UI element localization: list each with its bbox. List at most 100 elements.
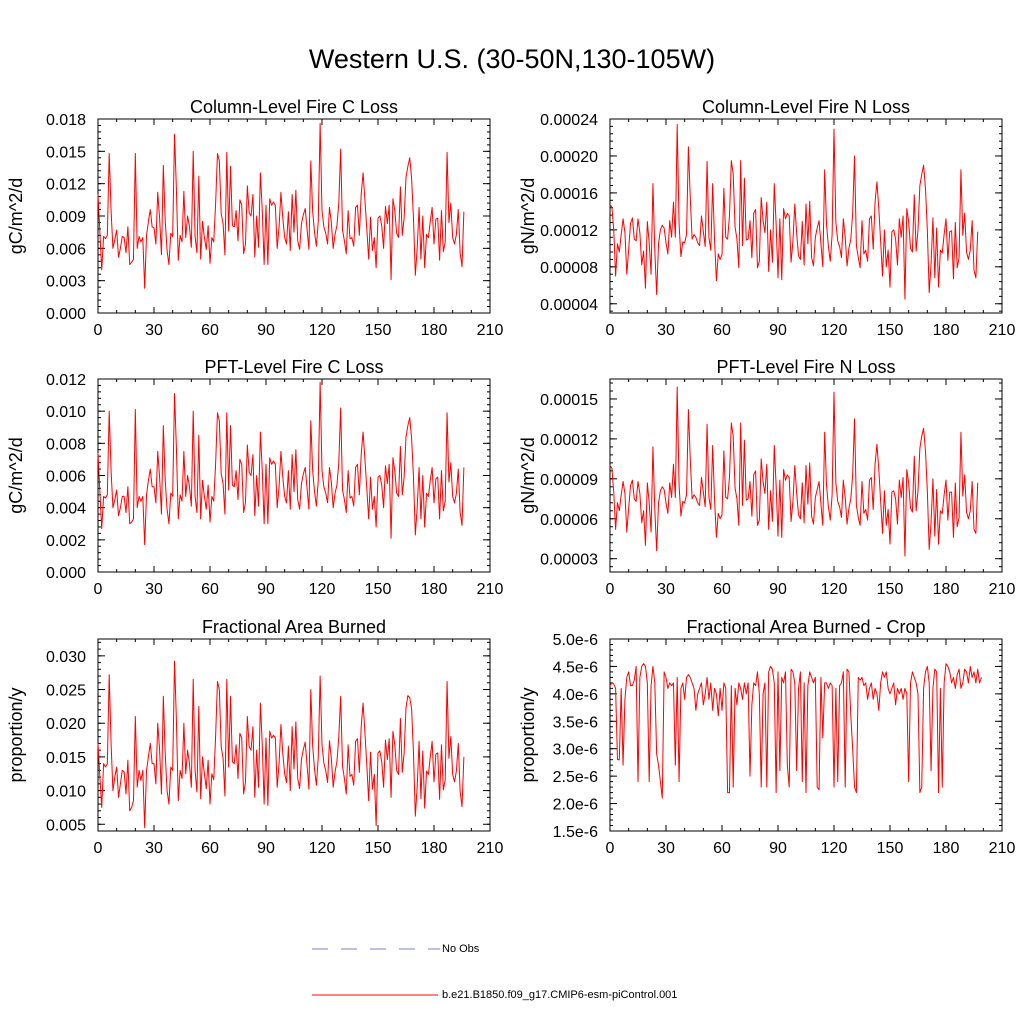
plots-canvas: Column-Level Fire C Loss gC/m^2/d 0 30 60 90 1… — [6, 97, 1016, 857]
y-tick-label: 0.004 — [46, 501, 86, 518]
chart-title: Column-Level Fire N Loss — [702, 97, 910, 117]
x-tick-label: 150 — [365, 840, 392, 857]
legend-obs: No Obs — [312, 943, 479, 955]
y-tick-label: 0.006 — [46, 241, 86, 258]
legend-model: b.e21.B1850.f09_g17.CMIP6-esm-piControl.… — [312, 989, 677, 1001]
x-tick-label: 60 — [201, 581, 219, 598]
x-tick-label: 60 — [713, 840, 731, 857]
y-tick-label: 0.002 — [46, 533, 86, 550]
x-tick-label: 0 — [94, 581, 103, 598]
y-tick-label: 4.5e-6 — [553, 659, 598, 676]
y-tick-label: 0.000 — [46, 565, 86, 582]
x-tick-label: 0 — [94, 322, 103, 339]
y-axis-label: gN/m^2/d — [518, 437, 538, 513]
y-tick-label: 0.00006 — [540, 512, 598, 529]
series-line-1 — [97, 381, 465, 546]
x-tick-label: 120 — [309, 840, 336, 857]
x-tick-label: 60 — [713, 581, 731, 598]
x-tick-label: 210 — [989, 322, 1016, 339]
x-tick-label: 120 — [309, 581, 336, 598]
y-tick-label: 0.00003 — [540, 552, 598, 569]
y-tick-label: 0.030 — [46, 649, 86, 666]
y-tick-label: 0.00009 — [540, 472, 598, 489]
y-tick-label: 1.5e-6 — [553, 824, 598, 841]
x-tick-label: 0 — [606, 840, 615, 857]
y-axis-label: proportion/y — [6, 687, 26, 782]
legend-model-label: b.e21.B1850.f09_g17.CMIP6-esm-piControl.… — [442, 989, 678, 1001]
chart-title: PFT-Level Fire C Loss — [204, 357, 383, 377]
x-tick-label: 180 — [421, 581, 448, 598]
y-axis-label: gN/m^2/d — [518, 178, 538, 254]
x-tick-label: 210 — [989, 581, 1016, 598]
y-tick-label: 0.012 — [46, 177, 86, 194]
x-tick-label: 0 — [606, 581, 615, 598]
y-tick-label: 0.008 — [46, 436, 86, 453]
series-line-1 — [97, 660, 465, 829]
legend-model-line — [312, 994, 438, 996]
page-title: Western U.S. (30-50N,130-105W) — [308, 44, 716, 74]
x-tick-label: 60 — [201, 322, 219, 339]
x-tick-label: 120 — [821, 581, 848, 598]
y-tick-label: 0.00004 — [540, 297, 598, 314]
y-tick-label: 0.00012 — [540, 432, 598, 449]
y-axis-label: gC/m^2/d — [6, 437, 26, 513]
chart-title: PFT-Level Fire N Loss — [716, 357, 895, 377]
chart-panel-6: Fractional Area Burned - Crop proportion/… — [518, 617, 1015, 857]
x-tick-label: 150 — [365, 322, 392, 339]
x-tick-label: 60 — [201, 840, 219, 857]
y-tick-label: 0.006 — [46, 469, 86, 486]
y-tick-label: 3.5e-6 — [553, 714, 598, 731]
x-tick-label: 210 — [477, 581, 504, 598]
legend-obs-label: No Obs — [442, 943, 480, 955]
y-tick-label: 0.00016 — [540, 186, 598, 203]
y-tick-label: 0.012 — [46, 372, 86, 389]
y-tick-label: 0.00024 — [540, 112, 598, 129]
chart-panel-5: Fractional Area Burned proportion/y 0 30 60 9… — [6, 617, 503, 857]
plot-frame — [97, 638, 491, 832]
plot-frame — [609, 118, 1003, 314]
x-tick-label: 150 — [877, 840, 904, 857]
x-tick-label: 30 — [657, 322, 675, 339]
x-tick-label: 210 — [989, 840, 1016, 857]
y-tick-label: 4.0e-6 — [553, 687, 598, 704]
series-line-1 — [97, 122, 465, 289]
x-tick-label: 30 — [145, 322, 163, 339]
x-tick-label: 90 — [769, 322, 787, 339]
x-tick-label: 150 — [365, 581, 392, 598]
chart-title: Fractional Area Burned - Crop — [686, 617, 925, 637]
y-tick-label: 0.00020 — [540, 149, 598, 166]
x-tick-label: 210 — [477, 840, 504, 857]
x-tick-label: 0 — [94, 840, 103, 857]
y-axis-label: proportion/y — [518, 687, 538, 782]
y-tick-label: 0.00008 — [540, 260, 598, 277]
legend-obs-line — [312, 948, 440, 950]
x-tick-label: 60 — [713, 322, 731, 339]
chart-title: Fractional Area Burned — [202, 617, 386, 637]
x-tick-label: 90 — [257, 581, 275, 598]
x-tick-label: 210 — [477, 322, 504, 339]
y-tick-label: 0.00012 — [540, 223, 598, 240]
x-tick-label: 30 — [657, 840, 675, 857]
y-tick-label: 0.010 — [46, 404, 86, 421]
x-tick-label: 150 — [877, 581, 904, 598]
y-tick-label: 0.005 — [46, 817, 86, 834]
x-tick-label: 30 — [145, 840, 163, 857]
plot-frame — [609, 638, 1003, 832]
series-line-1 — [609, 386, 979, 557]
plot-frame — [609, 378, 1003, 573]
series-line-1 — [609, 663, 982, 799]
x-tick-label: 90 — [769, 840, 787, 857]
y-tick-label: 0.015 — [46, 750, 86, 767]
y-tick-label: 5.0e-6 — [553, 632, 598, 649]
y-tick-label: 0.015 — [46, 144, 86, 161]
y-tick-label: 0.003 — [46, 274, 86, 291]
y-tick-label: 0.000 — [46, 306, 86, 323]
x-tick-label: 150 — [877, 322, 904, 339]
x-tick-label: 90 — [257, 322, 275, 339]
x-tick-label: 90 — [257, 840, 275, 857]
x-tick-label: 120 — [309, 322, 336, 339]
chart-panel-4: PFT-Level Fire N Loss gN/m^2/d 0 30 60 90 120 1… — [518, 357, 1015, 598]
x-tick-label: 90 — [769, 581, 787, 598]
x-tick-label: 30 — [657, 581, 675, 598]
y-tick-label: 0.009 — [46, 209, 86, 226]
